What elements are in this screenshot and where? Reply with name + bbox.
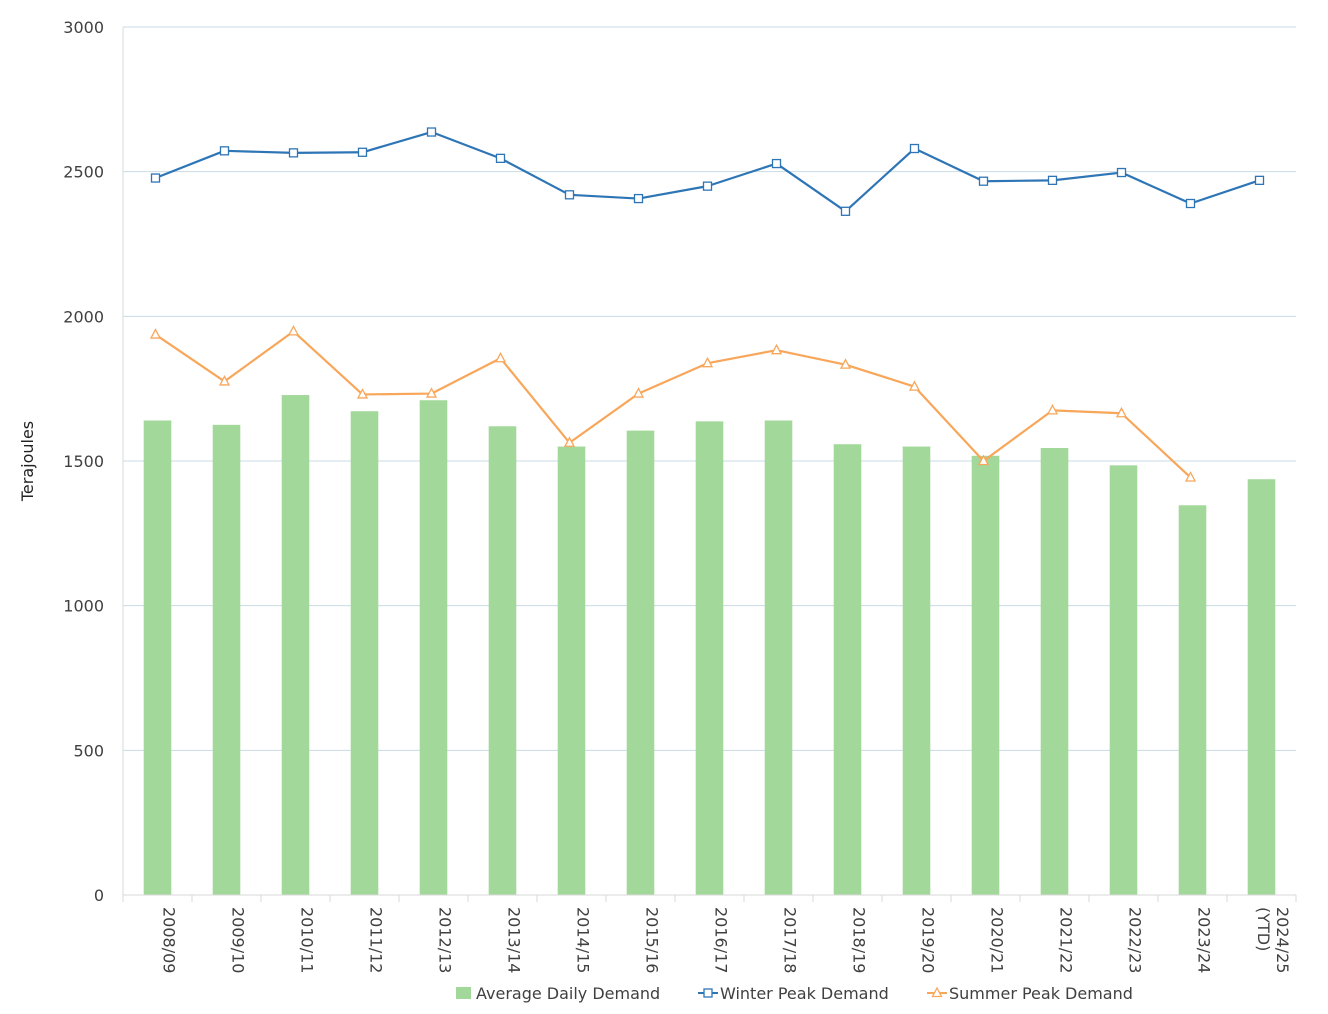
y-tick-label: 0 <box>94 886 104 905</box>
bar-average-daily-demand <box>833 444 862 895</box>
marker-summer-peak-demand <box>494 351 507 363</box>
x-tick-label: 2023/24 <box>1195 907 1214 973</box>
marker-summer-peak-demand <box>1046 403 1059 415</box>
marker-summer-peak-demand <box>977 454 990 466</box>
marker-winter-peak-demand <box>426 127 437 137</box>
bar-average-daily-demand <box>1178 505 1207 895</box>
bar-average-daily-demand <box>281 395 310 895</box>
x-tick-label: 2011/12 <box>367 907 386 973</box>
x-tick-label: (YTD) <box>1254 907 1273 951</box>
bar-average-daily-demand <box>557 446 586 895</box>
marker-winter-peak-demand <box>1116 167 1127 178</box>
marker-winter-peak-demand <box>357 147 368 157</box>
x-tick-label: 2014/15 <box>574 907 593 973</box>
marker-winter-peak-demand <box>288 148 299 158</box>
bar-average-daily-demand <box>350 411 379 895</box>
x-tick-label: 2022/23 <box>1126 907 1145 973</box>
bar-average-daily-demand <box>143 420 172 895</box>
legend-label-average-daily-demand: Average Daily Demand <box>476 984 660 1003</box>
line-summer-peak-demand <box>154 330 1192 479</box>
x-tick-label: 2020/21 <box>988 907 1007 973</box>
x-tick-label: 2019/20 <box>919 907 938 973</box>
bars <box>143 395 1276 895</box>
lines <box>149 127 1265 482</box>
y-tick-label: 1000 <box>63 597 104 616</box>
bar-average-daily-demand <box>419 400 448 895</box>
x-tick-label: 2024/25 <box>1273 907 1292 973</box>
marker-winter-peak-demand <box>909 143 920 154</box>
y-tick-label: 2000 <box>63 307 104 326</box>
x-tick-label: 2016/17 <box>712 907 731 973</box>
y-tick-label: 2500 <box>63 163 104 182</box>
bar-average-daily-demand <box>626 430 655 895</box>
marker-summer-peak-demand <box>149 328 162 339</box>
x-tick-label: 2013/14 <box>505 907 524 973</box>
bar-average-daily-demand <box>971 455 1000 895</box>
bar-average-daily-demand <box>902 446 931 895</box>
bar-average-daily-demand <box>1109 465 1138 895</box>
marker-summer-peak-demand <box>632 387 645 398</box>
legend-label-winter-peak-demand: Winter Peak Demand <box>720 984 889 1003</box>
marker-winter-peak-demand <box>1047 175 1058 185</box>
y-tick-label: 500 <box>73 741 104 760</box>
marker-winter-peak-demand <box>1185 198 1196 209</box>
legend-label-summer-peak-demand: Summer Peak Demand <box>949 984 1133 1003</box>
legend-marker-summer-peak-demand <box>931 986 943 998</box>
x-tick-label: 2018/19 <box>850 907 869 973</box>
marker-winter-peak-demand <box>633 193 644 204</box>
marker-winter-peak-demand <box>564 190 575 200</box>
x-tick-label: 2021/22 <box>1057 907 1076 973</box>
bar-average-daily-demand <box>1247 479 1276 895</box>
marker-summer-peak-demand <box>425 387 438 398</box>
axes <box>122 27 1297 902</box>
marker-winter-peak-demand <box>702 181 713 191</box>
bar-average-daily-demand <box>488 426 517 895</box>
marker-winter-peak-demand <box>978 176 989 186</box>
marker-summer-peak-demand <box>770 343 783 355</box>
y-tick-label: 1500 <box>63 452 104 471</box>
marker-winter-peak-demand <box>840 206 851 216</box>
x-tick-label: 2012/13 <box>436 907 455 973</box>
marker-summer-peak-demand <box>1115 406 1128 418</box>
x-tick-labels: 2008/09 2009/10 2010/11 2011/12 2012/13 2013/… <box>160 907 1293 973</box>
marker-winter-peak-demand <box>495 153 506 164</box>
marker-summer-peak-demand <box>908 380 921 391</box>
marker-summer-peak-demand <box>701 356 714 368</box>
y-axis-title: Terajoules <box>18 421 37 502</box>
bar-average-daily-demand <box>695 421 724 895</box>
x-tick-label: 2015/16 <box>643 907 662 973</box>
marker-summer-peak-demand <box>839 358 852 369</box>
marker-summer-peak-demand <box>218 375 231 386</box>
x-tick-label: 2010/11 <box>298 907 317 973</box>
x-tick-label: 2009/10 <box>229 907 248 973</box>
legend-swatch-average-daily-demand <box>456 987 471 999</box>
marker-summer-peak-demand <box>356 388 369 399</box>
marker-winter-peak-demand <box>150 173 161 183</box>
y-tick-label: 3000 <box>63 18 104 37</box>
marker-winter-peak-demand <box>771 158 782 169</box>
y-tick-labels: 0 500 1000 1500 2000 2500 3000 <box>63 18 104 905</box>
marker-summer-peak-demand <box>287 324 300 336</box>
legend-marker-winter-peak-demand <box>703 988 713 998</box>
legend: Average Daily Demand Winter Peak Demand Su… <box>456 984 1133 1003</box>
bar-average-daily-demand <box>212 424 241 895</box>
bar-average-daily-demand <box>764 420 793 895</box>
bar-average-daily-demand <box>1040 447 1069 895</box>
marker-summer-peak-demand <box>563 436 576 447</box>
marker-summer-peak-demand <box>1184 471 1197 482</box>
marker-winter-peak-demand <box>219 146 230 156</box>
marker-winter-peak-demand <box>1254 175 1265 185</box>
x-tick-label: 2008/09 <box>160 907 179 973</box>
x-tick-label: 2017/18 <box>781 907 800 973</box>
